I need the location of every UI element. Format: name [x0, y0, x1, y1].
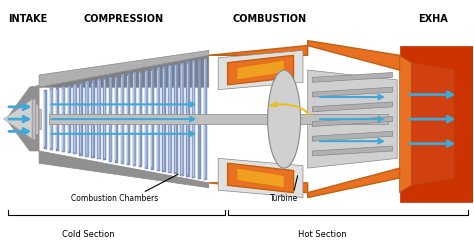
Polygon shape	[308, 70, 397, 168]
Polygon shape	[32, 99, 35, 139]
Polygon shape	[157, 70, 158, 168]
Polygon shape	[237, 168, 284, 188]
Polygon shape	[218, 50, 303, 90]
Polygon shape	[30, 55, 209, 87]
Polygon shape	[198, 59, 201, 179]
Polygon shape	[86, 84, 87, 154]
Text: COMPRESSION: COMPRESSION	[84, 14, 164, 24]
Polygon shape	[145, 72, 146, 166]
Polygon shape	[228, 163, 293, 193]
Text: EXHA: EXHA	[418, 14, 447, 24]
Polygon shape	[308, 168, 400, 198]
Polygon shape	[6, 87, 39, 119]
Polygon shape	[163, 68, 164, 170]
Polygon shape	[204, 60, 205, 178]
Polygon shape	[39, 50, 209, 87]
Polygon shape	[68, 87, 69, 151]
Polygon shape	[400, 55, 411, 193]
Polygon shape	[186, 61, 190, 177]
Polygon shape	[174, 64, 178, 175]
Polygon shape	[109, 79, 110, 159]
Text: INTAKE: INTAKE	[8, 14, 47, 24]
Polygon shape	[109, 77, 112, 161]
Polygon shape	[98, 82, 99, 157]
Polygon shape	[175, 66, 176, 172]
Polygon shape	[209, 183, 308, 193]
Polygon shape	[139, 73, 140, 165]
Polygon shape	[55, 87, 59, 151]
Polygon shape	[121, 74, 124, 164]
Polygon shape	[199, 62, 200, 177]
Polygon shape	[116, 78, 117, 160]
Polygon shape	[312, 102, 392, 112]
Polygon shape	[91, 80, 95, 158]
Polygon shape	[67, 85, 71, 153]
Polygon shape	[50, 89, 53, 150]
Polygon shape	[121, 77, 122, 161]
Text: Hot Section: Hot Section	[298, 230, 346, 239]
Polygon shape	[192, 60, 195, 178]
Polygon shape	[74, 86, 75, 152]
Polygon shape	[30, 55, 209, 87]
Polygon shape	[127, 73, 130, 165]
Polygon shape	[308, 41, 400, 70]
Polygon shape	[168, 65, 172, 173]
Polygon shape	[50, 91, 51, 147]
Polygon shape	[39, 151, 209, 188]
Polygon shape	[139, 71, 142, 167]
Text: Combustion Chambers: Combustion Chambers	[71, 194, 158, 203]
Polygon shape	[237, 60, 284, 80]
Polygon shape	[312, 117, 392, 126]
Polygon shape	[115, 75, 118, 163]
Polygon shape	[312, 87, 392, 97]
Polygon shape	[400, 46, 473, 202]
Polygon shape	[187, 64, 188, 174]
Ellipse shape	[268, 70, 301, 168]
Polygon shape	[163, 66, 166, 172]
Text: Turbine: Turbine	[270, 194, 298, 203]
Polygon shape	[151, 71, 152, 167]
Polygon shape	[4, 99, 32, 139]
Polygon shape	[38, 109, 41, 129]
Polygon shape	[44, 92, 45, 146]
Polygon shape	[36, 104, 38, 134]
Polygon shape	[133, 74, 134, 164]
Polygon shape	[44, 90, 47, 149]
Polygon shape	[104, 80, 105, 158]
Bar	[48, 114, 388, 124]
Polygon shape	[62, 89, 63, 150]
Polygon shape	[97, 79, 100, 159]
Polygon shape	[156, 67, 160, 171]
Polygon shape	[312, 131, 392, 141]
Polygon shape	[312, 146, 392, 156]
Polygon shape	[180, 62, 183, 176]
Polygon shape	[411, 63, 454, 185]
Polygon shape	[56, 90, 57, 149]
Polygon shape	[6, 119, 39, 151]
Polygon shape	[145, 70, 148, 169]
Polygon shape	[80, 85, 81, 153]
Polygon shape	[80, 83, 82, 155]
Polygon shape	[204, 58, 207, 180]
Polygon shape	[209, 46, 308, 55]
Polygon shape	[312, 72, 392, 82]
Polygon shape	[103, 78, 107, 160]
Polygon shape	[192, 62, 193, 176]
Polygon shape	[92, 83, 93, 155]
Polygon shape	[218, 158, 303, 198]
Text: Cold Section: Cold Section	[62, 230, 115, 239]
Polygon shape	[228, 55, 293, 85]
Polygon shape	[169, 67, 170, 171]
Text: COMBUSTION: COMBUSTION	[233, 14, 307, 24]
Polygon shape	[151, 68, 154, 170]
Polygon shape	[85, 81, 89, 157]
Polygon shape	[181, 65, 182, 173]
Polygon shape	[73, 84, 77, 155]
Polygon shape	[62, 86, 65, 152]
Polygon shape	[133, 72, 136, 166]
